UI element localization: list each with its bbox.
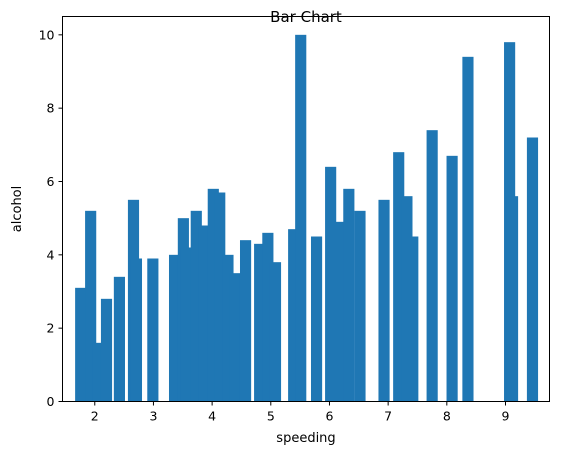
y-tick-label: 8 [47, 101, 55, 116]
bar [354, 211, 365, 402]
bar [447, 156, 458, 402]
y-tick-label: 0 [47, 394, 55, 409]
x-axis-label: speeding [276, 431, 335, 446]
bar [270, 262, 281, 401]
bar [527, 138, 538, 402]
x-axis: 2 3 4 5 6 7 8 9 [91, 402, 510, 424]
x-tick-label: 4 [208, 409, 216, 424]
y-tick-label: 4 [47, 247, 55, 262]
bar [101, 299, 112, 402]
bar [507, 196, 518, 401]
x-tick-label: 3 [149, 409, 157, 424]
x-tick-label: 6 [325, 409, 333, 424]
bar [325, 167, 336, 402]
x-tick-label: 9 [502, 409, 510, 424]
y-axis: 0 2 4 6 8 10 [39, 27, 63, 409]
bar [240, 240, 251, 401]
x-tick-label: 5 [267, 409, 275, 424]
bar [343, 189, 354, 402]
bar [75, 288, 86, 402]
bar [311, 237, 322, 402]
bars-group [75, 35, 538, 402]
x-tick-label: 7 [384, 409, 392, 424]
y-tick-label: 2 [47, 321, 55, 336]
bar [378, 200, 389, 402]
bar [407, 237, 418, 402]
y-tick-label: 6 [47, 174, 55, 189]
bar [229, 273, 240, 401]
y-axis-label: alcohol [10, 186, 25, 232]
bar [114, 277, 125, 402]
bar [147, 259, 158, 402]
x-tick-label: 8 [443, 409, 451, 424]
bar [427, 130, 438, 401]
bar [295, 35, 306, 402]
bar [462, 57, 473, 402]
y-tick-label: 10 [39, 27, 55, 42]
bar [181, 248, 192, 402]
bar [131, 259, 142, 402]
x-tick-label: 2 [91, 409, 99, 424]
